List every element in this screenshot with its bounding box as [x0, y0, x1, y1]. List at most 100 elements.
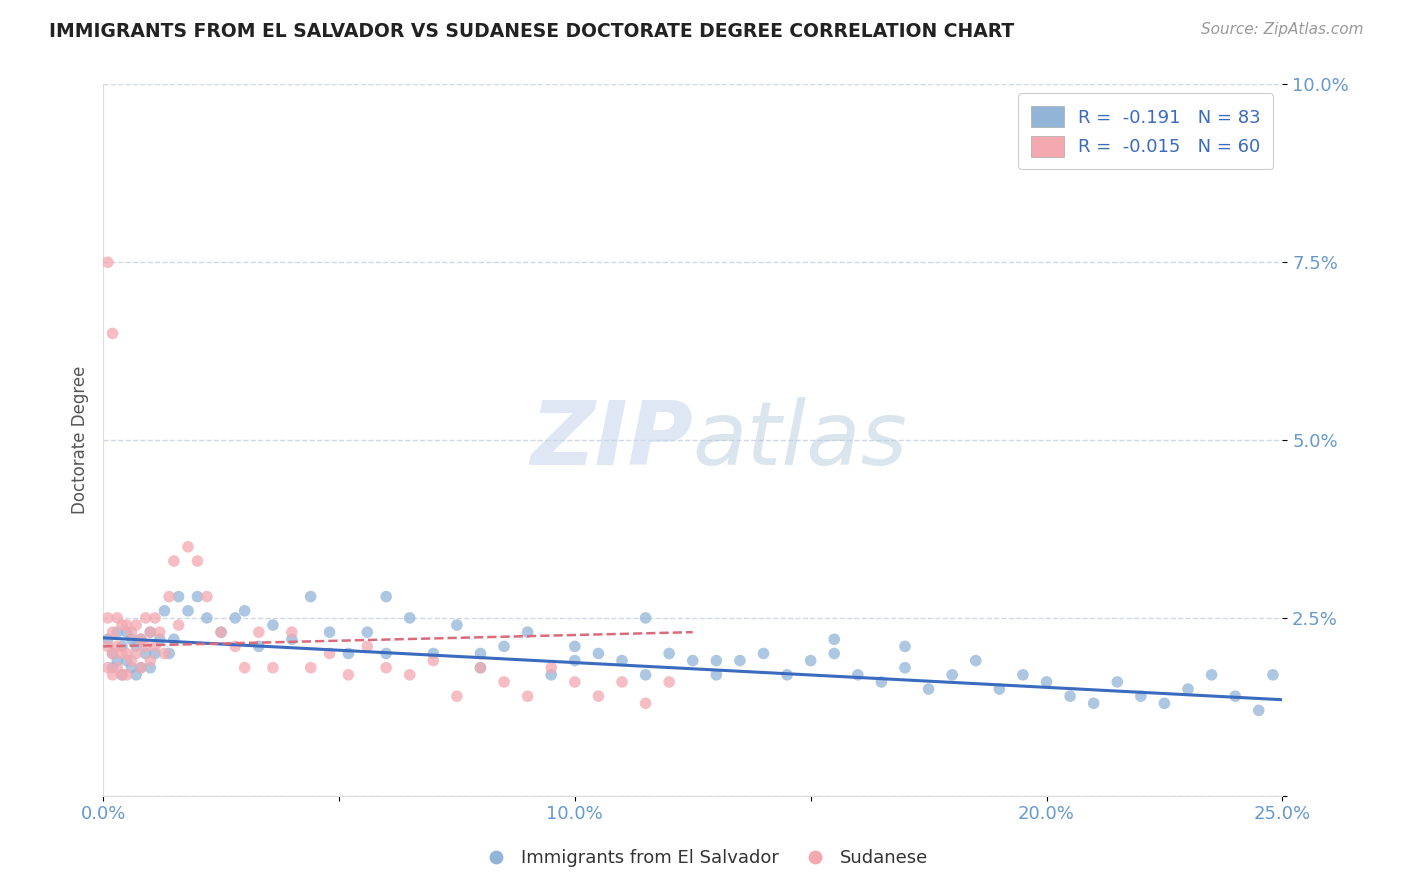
Point — [375, 590, 398, 604]
Point — [634, 611, 657, 625]
Point — [375, 647, 398, 661]
Point — [101, 647, 124, 661]
Point — [157, 590, 180, 604]
Point — [564, 675, 586, 690]
Point — [129, 632, 152, 647]
Point — [446, 689, 468, 703]
Point — [540, 661, 562, 675]
Text: ZIP: ZIP — [530, 397, 693, 483]
Text: atlas: atlas — [693, 397, 908, 483]
Point — [398, 611, 420, 625]
Point — [564, 654, 586, 668]
Point — [1129, 689, 1152, 703]
Point — [129, 661, 152, 675]
Point — [186, 554, 208, 568]
Point — [470, 661, 492, 675]
Point — [941, 668, 963, 682]
Point — [281, 632, 304, 647]
Point — [120, 661, 142, 675]
Point — [965, 654, 987, 668]
Point — [318, 625, 340, 640]
Point — [1107, 675, 1129, 690]
Point — [101, 625, 124, 640]
Point — [97, 661, 120, 675]
Point — [139, 661, 162, 675]
Point — [1177, 681, 1199, 696]
Text: Source: ZipAtlas.com: Source: ZipAtlas.com — [1201, 22, 1364, 37]
Point — [894, 661, 917, 675]
Point — [177, 604, 200, 618]
Point — [135, 611, 157, 625]
Point — [247, 625, 270, 640]
Point — [1059, 689, 1081, 703]
Point — [1247, 703, 1270, 717]
Point — [111, 618, 134, 632]
Point — [149, 625, 172, 640]
Point — [494, 675, 516, 690]
Point — [988, 681, 1011, 696]
Point — [470, 647, 492, 661]
Point — [111, 668, 134, 682]
Point — [823, 647, 845, 661]
Point — [1083, 696, 1105, 710]
Point — [115, 625, 138, 640]
Point — [247, 640, 270, 654]
Point — [177, 540, 200, 554]
Point — [398, 668, 420, 682]
Point — [516, 689, 538, 703]
Point — [318, 647, 340, 661]
Point — [105, 640, 128, 654]
Point — [564, 640, 586, 654]
Point — [139, 625, 162, 640]
Point — [115, 668, 138, 682]
Point — [658, 675, 681, 690]
Point — [588, 689, 610, 703]
Point — [224, 640, 246, 654]
Point — [728, 654, 751, 668]
Point — [115, 654, 138, 668]
Point — [823, 632, 845, 647]
Point — [149, 632, 172, 647]
Legend: R =  -0.191   N = 83, R =  -0.015   N = 60: R = -0.191 N = 83, R = -0.015 N = 60 — [1018, 94, 1274, 169]
Point — [125, 640, 148, 654]
Point — [682, 654, 704, 668]
Point — [143, 611, 166, 625]
Point — [610, 675, 633, 690]
Point — [337, 668, 360, 682]
Point — [894, 640, 917, 654]
Point — [494, 640, 516, 654]
Point — [209, 625, 232, 640]
Point — [446, 618, 468, 632]
Point — [1225, 689, 1247, 703]
Point — [917, 681, 939, 696]
Point — [111, 668, 134, 682]
Point — [195, 590, 218, 604]
Point — [157, 647, 180, 661]
Point — [105, 654, 128, 668]
Point — [101, 647, 124, 661]
Point — [129, 661, 152, 675]
Point — [97, 632, 120, 647]
Point — [299, 661, 322, 675]
Point — [105, 661, 128, 675]
Point — [167, 590, 190, 604]
Point — [186, 590, 208, 604]
Point — [470, 661, 492, 675]
Point — [143, 640, 166, 654]
Point — [105, 611, 128, 625]
Y-axis label: Doctorate Degree: Doctorate Degree — [72, 366, 89, 515]
Point — [101, 661, 124, 675]
Point — [105, 625, 128, 640]
Text: IMMIGRANTS FROM EL SALVADOR VS SUDANESE DOCTORATE DEGREE CORRELATION CHART: IMMIGRANTS FROM EL SALVADOR VS SUDANESE … — [49, 22, 1015, 41]
Point — [337, 647, 360, 661]
Point — [516, 625, 538, 640]
Point — [588, 647, 610, 661]
Point — [135, 647, 157, 661]
Point — [111, 640, 134, 654]
Point — [125, 668, 148, 682]
Point — [97, 611, 120, 625]
Point — [139, 654, 162, 668]
Point — [195, 611, 218, 625]
Point — [1012, 668, 1035, 682]
Point — [356, 625, 378, 640]
